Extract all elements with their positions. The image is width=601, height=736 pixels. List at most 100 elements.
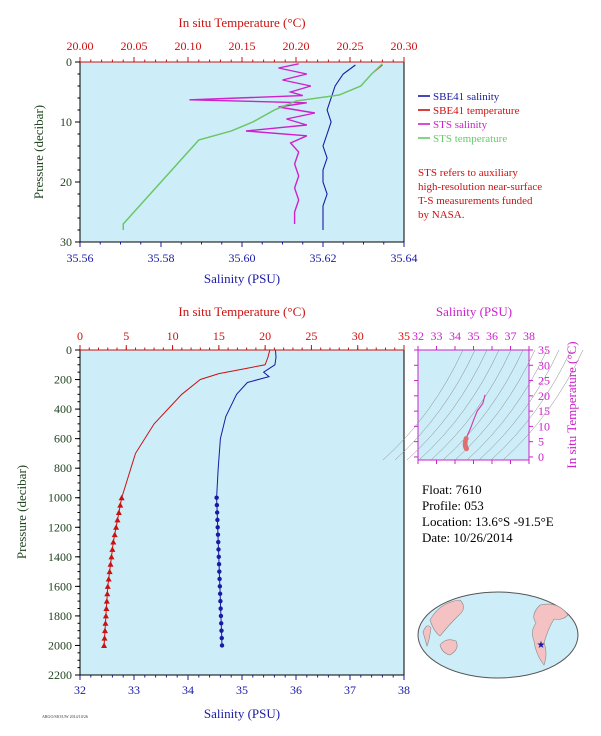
note-line: by NASA.	[418, 209, 465, 221]
temperature-marker	[101, 642, 108, 648]
ts-sal-tick-label: 38	[523, 329, 535, 343]
temperature-marker	[103, 605, 110, 612]
density-contour	[382, 349, 464, 461]
salinity-marker	[217, 569, 222, 574]
bottom-sal-tick-label: 34	[182, 683, 194, 697]
ts-sal-tick-label: 33	[431, 329, 443, 343]
bottom-temp-tick-label: 25	[305, 329, 317, 343]
salinity-marker	[218, 613, 224, 619]
ts-temp-tick-label: 25	[538, 374, 550, 388]
map-land-africa	[422, 625, 432, 647]
salinity-marker	[214, 510, 220, 515]
map-land-americas	[532, 603, 569, 666]
temperature-marker	[107, 561, 114, 567]
top-chart: 20.00 20.05 20.10 20.15 20.20 20.25 20.30 35.56…	[31, 15, 418, 286]
bottom-sal-tick-label: 35	[236, 683, 248, 697]
salinity-marker	[218, 606, 223, 611]
bottom-series-group	[101, 349, 277, 648]
profile-number: Profile: 053	[422, 498, 484, 513]
temperature-marker	[101, 627, 108, 634]
salinity-marker	[215, 517, 220, 523]
bottom-sal-tick-label: 38	[398, 683, 410, 697]
temperature-marker	[102, 620, 109, 626]
temperature-marker	[105, 575, 112, 582]
density-contour	[418, 349, 500, 461]
salinity-marker	[215, 525, 220, 530]
ts-sal-tick-label: 37	[505, 329, 517, 343]
ts-temp-axis-title: In situ Temperature (°C)	[564, 341, 579, 468]
note-line: high-resolution near-surface	[418, 181, 542, 193]
bottom-temp-tick-label: 0	[77, 329, 83, 343]
footer-stamp: ARGO/SIO/UW 2014/10/26	[42, 714, 88, 719]
bottom-pressure-tick-label: 400	[54, 402, 72, 416]
ts-series-group	[462, 394, 486, 452]
top-temp-tick-label: 20.20	[283, 39, 310, 53]
location: Location: 13.6°S -91.5°E	[422, 514, 554, 529]
bottom-pressure-tick-label: 200	[54, 373, 72, 387]
bottom-pressure-axis-title: Pressure (decibar)	[14, 465, 29, 559]
salinity-marker	[215, 532, 221, 537]
temperature-marker	[114, 516, 121, 523]
float-id: Float: 7610	[422, 482, 482, 497]
density-contour	[490, 349, 572, 461]
top-sal-tick-label: 35.58	[148, 251, 175, 265]
temperature-marker	[109, 546, 116, 552]
temperature-marker	[115, 509, 122, 515]
float-location-marker: ★	[537, 640, 546, 651]
top-temp-tick-label: 20.25	[337, 39, 364, 53]
top-sal-tick-label: 35.56	[67, 251, 94, 265]
density-contour	[430, 349, 512, 461]
bottom-pressure-tick-label: 1200	[48, 520, 72, 534]
salinity-marker	[214, 502, 220, 508]
temperature-marker	[104, 583, 111, 589]
bottom-pressure-tick-label: 2200	[48, 668, 72, 682]
ts-temp-tick-label: 0	[538, 450, 544, 464]
bottom-axes-group: 0 5 10 15 20 25 30 35 32 33 34 35 36 37 38 0 200 400 600 80…	[48, 329, 410, 697]
series-sts-temperature	[122, 63, 383, 230]
top-pressure-tick-label: 20	[60, 175, 72, 189]
temperature-marker	[104, 590, 111, 597]
salinity-marker	[218, 598, 223, 604]
top-temp-tick-label: 20.30	[391, 39, 418, 53]
ts-sal-tick-label: 36	[486, 329, 498, 343]
bottom-plot-area	[79, 349, 405, 676]
sts-note: STS refers to auxiliary high-resolution n…	[418, 167, 542, 221]
bottom-temp-tick-label: 15	[213, 329, 225, 343]
ts-temp-tick-label: 20	[538, 389, 550, 403]
salinity-marker	[217, 584, 223, 589]
density-contour	[502, 349, 584, 461]
ts-temp-tick-label: 30	[538, 358, 550, 372]
top-legend: SBE41 salinity SBE41 temperature STS salin…	[418, 91, 520, 145]
ts-temp-tick-label: 5	[538, 435, 544, 449]
temperature-marker	[113, 524, 120, 530]
top-sal-tick-label: 35.64	[391, 251, 418, 265]
legend-label: SBE41 salinity	[433, 91, 500, 103]
bottom-pressure-tick-label: 800	[54, 461, 72, 475]
bottom-pressure-tick-label: 1800	[48, 609, 72, 623]
bottom-sal-tick-label: 37	[344, 683, 356, 697]
top-temp-tick-label: 20.15	[229, 39, 256, 53]
series-sbe41-salinity	[322, 64, 356, 230]
temperature-marker	[102, 612, 109, 619]
map-land-asia	[429, 599, 464, 637]
top-temp-tick-label: 20.00	[67, 39, 94, 53]
top-series-group	[122, 63, 383, 230]
bottom-sal-tick-label: 33	[128, 683, 140, 697]
top-sal-axis-title: Salinity (PSU)	[204, 271, 280, 286]
bottom-pressure-tick-label: 2000	[48, 638, 72, 652]
map-land-australia	[439, 639, 458, 656]
bottom-chart: 0 5 10 15 20 25 30 35 32 33 34 35 36 37 38 0 200 400 600 80…	[14, 304, 410, 721]
legend-label: STS temperature	[433, 133, 507, 145]
salinity-marker	[216, 554, 221, 560]
legend-label: SBE41 temperature	[433, 105, 520, 117]
top-temp-tick-label: 20.10	[175, 39, 202, 53]
bottom-temp-tick-label: 5	[123, 329, 129, 343]
temperature-marker	[110, 539, 117, 545]
ts-temp-tick-label: 10	[538, 419, 550, 433]
top-sal-tick-label: 35.60	[229, 251, 256, 265]
temperature-marker	[118, 494, 125, 501]
salinity-marker	[219, 621, 224, 626]
